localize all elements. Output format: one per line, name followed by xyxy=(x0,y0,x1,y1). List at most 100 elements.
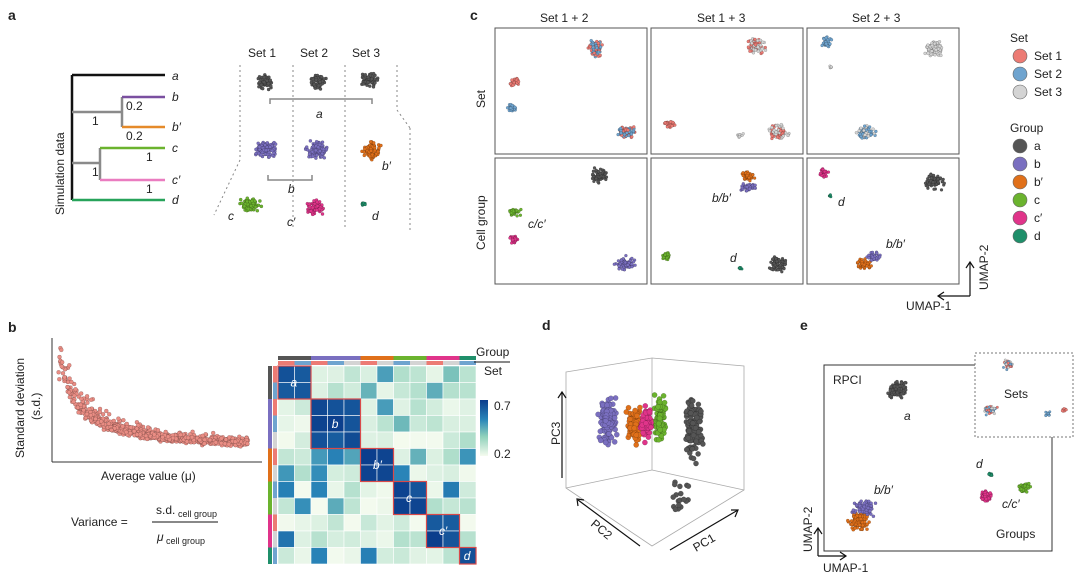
heatmap-cell xyxy=(343,547,361,565)
cluster-b-point xyxy=(310,154,315,159)
group-bar xyxy=(294,356,311,360)
cluster-a-point xyxy=(318,87,323,91)
heatmap-cell xyxy=(360,530,378,548)
umap-point xyxy=(601,174,606,179)
leaf-label: c′ xyxy=(172,173,181,187)
umap-point xyxy=(866,134,871,138)
pca-point xyxy=(648,424,654,431)
heatmap-block-label: b′ xyxy=(373,458,383,472)
leaf-label: b′ xyxy=(172,120,182,134)
umap-point xyxy=(617,267,621,271)
umap-point xyxy=(619,258,624,262)
umap-point xyxy=(761,40,765,44)
heatmap-cell xyxy=(327,464,345,482)
set-bar xyxy=(273,415,277,432)
umap-point xyxy=(778,129,783,133)
pca-point xyxy=(655,420,662,427)
sd-point xyxy=(66,390,72,395)
cluster-a-point xyxy=(363,72,368,77)
heatmap-cell xyxy=(426,365,444,383)
rpci-point xyxy=(860,523,865,528)
heatmap-cell xyxy=(343,398,361,416)
umap-axes xyxy=(936,260,975,301)
heatmap-cell xyxy=(442,431,460,449)
heatmap-cell xyxy=(409,481,427,499)
cluster-a-point xyxy=(314,78,319,82)
umap-point xyxy=(774,130,778,134)
umap-point xyxy=(619,131,623,135)
heatmap-cell xyxy=(277,431,295,449)
sd-point xyxy=(202,437,207,442)
cluster-b-point xyxy=(314,153,319,158)
umap-point xyxy=(617,264,621,268)
heatmap-cell xyxy=(327,547,345,565)
set-bar xyxy=(273,366,277,383)
pca-point xyxy=(683,446,690,453)
groups-label: Groups xyxy=(996,527,1035,541)
cluster-a-point xyxy=(318,80,322,84)
pca-point xyxy=(597,428,604,435)
pca-point xyxy=(671,481,678,488)
umap-point xyxy=(878,255,882,259)
formula-num: s.d. xyxy=(156,503,175,517)
sd-point xyxy=(84,394,90,399)
pca-point xyxy=(651,392,658,398)
branch-label: 1 xyxy=(146,182,153,196)
heatmap-cell xyxy=(393,464,411,482)
column-title: Set 1 + 2 xyxy=(540,11,589,25)
heatmap-cell xyxy=(343,497,361,515)
heatmap-cell xyxy=(310,415,328,433)
set-bar xyxy=(273,498,277,515)
umap-point xyxy=(596,50,601,54)
sd-point xyxy=(85,400,90,405)
heatmap-cell xyxy=(459,431,477,449)
heatmap-cell xyxy=(442,481,460,499)
sd-point xyxy=(111,418,117,424)
sd-point xyxy=(84,411,90,417)
colorbar-max: 0.7 xyxy=(494,399,511,413)
set-bar xyxy=(311,361,328,365)
heatmap-cell xyxy=(376,398,394,416)
group-bar xyxy=(268,448,272,465)
heatmap-cell xyxy=(327,481,345,499)
heatmap-cell xyxy=(409,415,427,433)
pca-point xyxy=(642,439,648,446)
heatmap-cell xyxy=(310,431,328,449)
e-umap-axes xyxy=(813,526,848,561)
umap-point xyxy=(874,129,878,134)
rpci-point xyxy=(895,384,900,389)
legend-swatch xyxy=(1012,228,1028,244)
panel-a-clusters xyxy=(238,71,383,217)
umap-point xyxy=(612,262,616,266)
heatmap-cell xyxy=(393,530,411,548)
umap-point xyxy=(775,259,779,264)
umap-point xyxy=(868,129,872,134)
heatmap-cell xyxy=(409,547,427,565)
heatmap-cell xyxy=(343,382,361,400)
pca-point xyxy=(672,506,679,513)
heatmap-cell xyxy=(310,530,328,548)
umap-point xyxy=(862,124,867,128)
umap-point xyxy=(862,263,866,267)
sd-point xyxy=(120,424,125,429)
sd-point xyxy=(152,432,157,437)
group-bar xyxy=(268,547,272,564)
group-bar xyxy=(344,356,361,360)
pca-point xyxy=(678,490,684,497)
heatmap-cell xyxy=(277,415,295,433)
branch-label: 1 xyxy=(146,150,153,164)
group-bar xyxy=(278,356,295,360)
cluster-b-point xyxy=(267,154,272,159)
rpci-point xyxy=(899,380,904,385)
pca-point xyxy=(685,435,692,441)
branch-label: 0.2 xyxy=(126,129,143,143)
umap-point xyxy=(665,125,670,129)
heatmap-cell xyxy=(376,431,394,449)
umap-point xyxy=(745,173,749,178)
heatmap-cell xyxy=(409,497,427,515)
group-bar xyxy=(268,481,272,498)
rpci-point xyxy=(850,522,854,527)
umap-point xyxy=(854,130,859,135)
rpci-point xyxy=(1024,490,1029,494)
umap-point xyxy=(668,120,673,124)
